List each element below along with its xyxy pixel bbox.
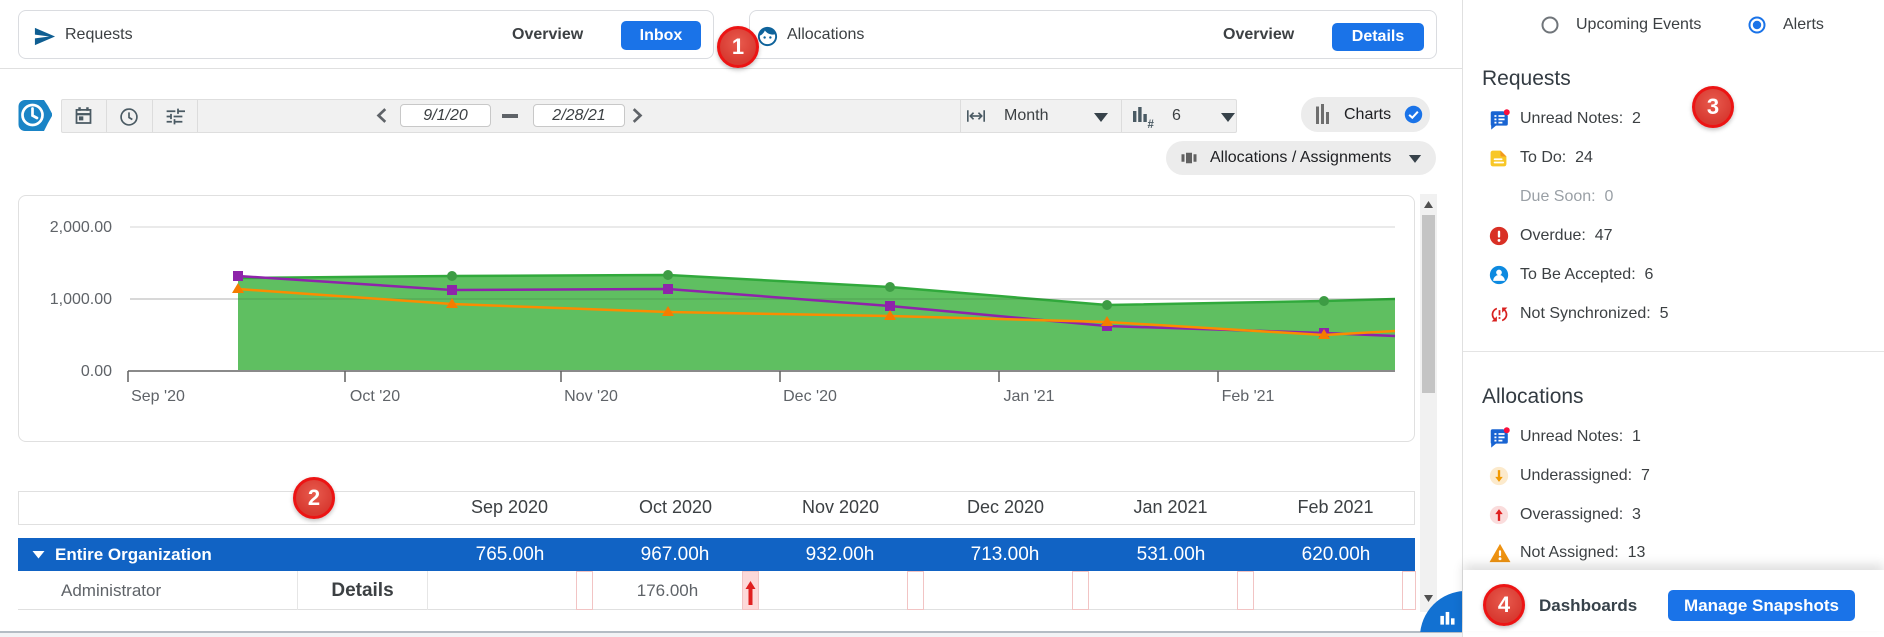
svg-text:Dec '20: Dec '20 [783, 388, 837, 405]
svg-text:Nov '20: Nov '20 [564, 388, 618, 405]
svg-text:Feb '21: Feb '21 [1222, 388, 1275, 405]
svg-text:Oct '20: Oct '20 [350, 388, 400, 405]
svg-text:0.00: 0.00 [81, 363, 112, 380]
svg-text:Sep '20: Sep '20 [131, 388, 185, 405]
svg-text:2,000.00: 2,000.00 [50, 219, 112, 236]
svg-text:1,000.00: 1,000.00 [50, 291, 112, 308]
svg-text:Jan '21: Jan '21 [1003, 388, 1054, 405]
svg-text:#: # [1148, 119, 1155, 129]
